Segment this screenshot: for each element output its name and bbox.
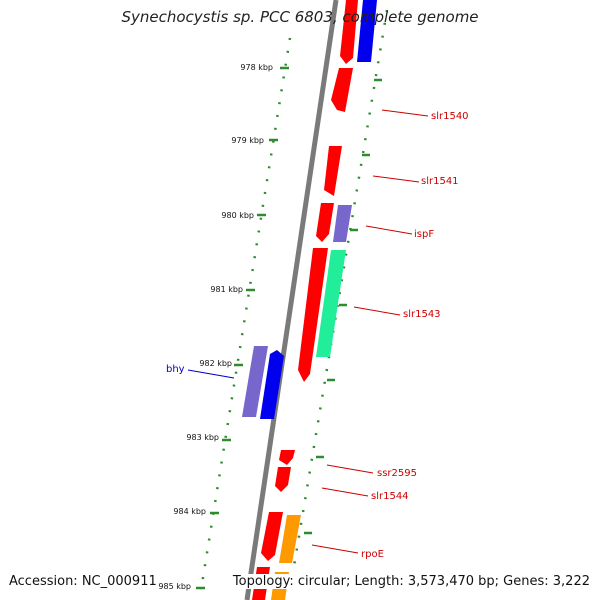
- kbp-label: 983 kbp: [186, 433, 219, 442]
- kbp-label: 979 kbp: [231, 136, 264, 145]
- gene-red: [298, 248, 328, 382]
- outer-dotted-ring: [199, 37, 292, 591]
- gene-purple: [333, 205, 352, 242]
- gene-label-slr1540: slr1540: [431, 111, 469, 122]
- gene-blue: [260, 350, 284, 419]
- gene-red: [261, 512, 283, 561]
- gene-red: [340, 0, 358, 64]
- map-title: Synechocystis sp. PCC 6803, complete gen…: [121, 8, 479, 26]
- accession-text: Accession: NC_000911: [9, 574, 157, 589]
- gene-blue: [357, 0, 377, 62]
- gene-red: [279, 450, 295, 465]
- gene-label-bhy: bhy: [166, 364, 185, 375]
- gene-label-slr1541: slr1541: [421, 176, 459, 187]
- gene-label-slr1544: slr1544: [371, 491, 409, 502]
- kbp-label: 980 kbp: [221, 211, 254, 220]
- kbp-label: 978 kbp: [240, 63, 273, 72]
- genome-summary-text: Topology: circular; Length: 3,573,470 bp…: [232, 574, 590, 589]
- gene-red: [324, 146, 342, 196]
- gene-red: [316, 203, 334, 242]
- gene-label-ssr2595: ssr2595: [377, 468, 417, 479]
- gene-labels: slr1540 slr1541 ispF slr1543 bhy ssr2595…: [166, 111, 469, 560]
- gene-purple: [242, 346, 268, 417]
- gene-orange: [279, 515, 301, 563]
- kbp-label: 985 kbp: [158, 582, 191, 591]
- kbp-label: 982 kbp: [199, 359, 232, 368]
- gene-red: [331, 68, 353, 112]
- inner-ring-ticks: [304, 78, 382, 535]
- kbp-ticks: [196, 66, 289, 590]
- gene-label-ispF: ispF: [414, 229, 434, 240]
- kbp-label: 981 kbp: [210, 285, 243, 294]
- genes: [242, 0, 377, 600]
- kbp-labels: 978 kbp 979 kbp 980 kbp 981 kbp 982 kbp …: [158, 63, 273, 591]
- genome-backbone: [244, 0, 339, 600]
- gene-label-slr1543: slr1543: [403, 309, 441, 320]
- gene-red: [275, 467, 291, 492]
- kbp-label: 984 kbp: [173, 507, 206, 516]
- label-leaders: [187, 109, 429, 554]
- gene-label-rpoE: rpoE: [361, 549, 384, 560]
- gene-green: [316, 250, 346, 357]
